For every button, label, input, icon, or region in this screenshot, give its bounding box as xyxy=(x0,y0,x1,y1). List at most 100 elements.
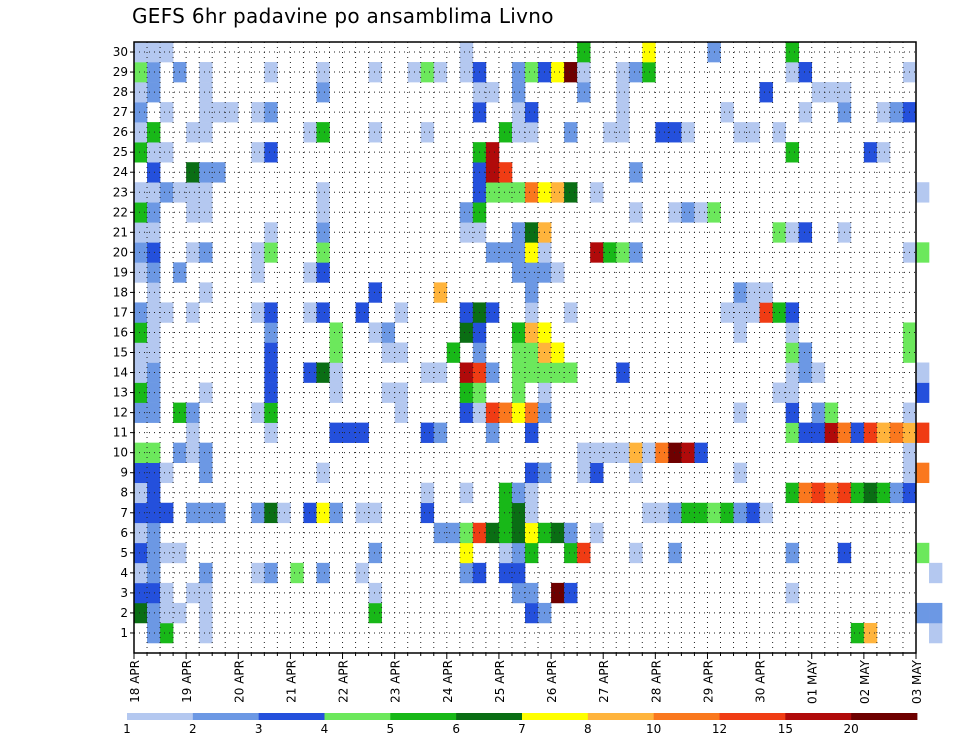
y-tick-label: 5 xyxy=(120,546,128,560)
heatmap-cell xyxy=(147,82,161,103)
heatmap-cell xyxy=(186,582,200,604)
heatmap-cell xyxy=(212,162,226,183)
heatmap-cell xyxy=(199,242,213,263)
heatmap-cell xyxy=(147,322,161,343)
heatmap-cell xyxy=(785,42,799,63)
legend-swatch xyxy=(851,713,918,720)
heatmap-cell xyxy=(459,62,474,83)
heatmap-cell xyxy=(785,322,799,343)
heatmap-cell xyxy=(590,462,604,484)
heatmap-cell xyxy=(186,182,200,203)
x-tick-label: 26 APR xyxy=(545,660,559,703)
heatmap-cell xyxy=(212,502,226,524)
heatmap-cell xyxy=(251,262,265,283)
heatmap-cell xyxy=(511,562,526,584)
heatmap-cell xyxy=(186,202,200,223)
heatmap-cell xyxy=(290,562,304,584)
heatmap-cell xyxy=(616,102,630,123)
heatmap-cell xyxy=(459,402,474,423)
x-tick-label: 22 APR xyxy=(337,660,351,703)
heatmap-cell xyxy=(889,422,904,443)
heatmap-cell xyxy=(525,242,539,263)
x-tick-label: 19 APR xyxy=(180,660,194,703)
y-tick-label: 4 xyxy=(120,566,128,580)
heatmap-cell xyxy=(525,582,539,604)
heatmap-cell xyxy=(824,482,839,504)
heatmap-cell xyxy=(394,382,408,403)
heatmap-cell xyxy=(916,462,930,484)
heatmap-cell xyxy=(511,82,526,103)
heatmap-cell xyxy=(160,102,174,123)
heatmap-cell xyxy=(368,542,382,564)
heatmap-cell xyxy=(824,402,839,423)
heatmap-cell xyxy=(525,462,539,484)
heatmap-cell xyxy=(525,102,539,123)
heatmap-cell xyxy=(433,422,448,443)
heatmap-cell xyxy=(446,342,461,363)
heatmap-cell xyxy=(511,322,526,343)
heatmap-cell xyxy=(525,302,539,323)
heatmap-cell xyxy=(564,62,578,83)
heatmap-cell xyxy=(616,62,630,83)
heatmap-cell xyxy=(147,442,161,463)
heatmap-cell xyxy=(785,62,799,83)
heatmap-cell xyxy=(564,122,578,143)
heatmap-cell xyxy=(134,482,148,504)
heatmap-cell xyxy=(733,282,747,303)
heatmap-cell xyxy=(525,182,539,203)
heatmap-cell xyxy=(551,362,565,383)
heatmap-cell xyxy=(459,542,474,564)
heatmap-cell xyxy=(160,602,174,624)
heatmap-cell xyxy=(733,502,747,524)
heatmap-cell xyxy=(616,362,630,383)
heatmap-cell xyxy=(564,302,578,323)
y-tick-label: 22 xyxy=(113,205,128,219)
heatmap-cell xyxy=(525,422,539,443)
heatmap-cell xyxy=(798,422,813,443)
heatmap-cell xyxy=(134,502,148,524)
heatmap-cell xyxy=(316,242,330,263)
heatmap-cell xyxy=(199,462,213,484)
heatmap-cell xyxy=(655,442,669,463)
heatmap-cell xyxy=(147,382,161,403)
heatmap-cell xyxy=(420,482,435,504)
heatmap-cell xyxy=(199,62,213,83)
heatmap-cell xyxy=(134,302,148,323)
x-tick-label: 28 APR xyxy=(649,660,663,703)
heatmap-cell xyxy=(134,382,148,403)
legend-swatch xyxy=(587,713,655,720)
heatmap-cell xyxy=(368,602,382,624)
heatmap-cell xyxy=(199,602,213,624)
heatmap-cell xyxy=(147,202,161,223)
heatmap-cell xyxy=(134,402,148,423)
heatmap-cell xyxy=(668,502,682,524)
heatmap-cell xyxy=(368,582,382,604)
heatmap-cell xyxy=(147,522,161,544)
heatmap-cell xyxy=(264,342,278,363)
y-tick-label: 18 xyxy=(113,285,128,299)
heatmap-cell xyxy=(876,482,891,504)
heatmap-cell xyxy=(511,542,526,564)
heatmap-cell xyxy=(199,182,213,203)
heatmap-cell xyxy=(746,302,760,323)
heatmap-cell xyxy=(863,622,878,644)
heatmap-cell xyxy=(316,122,330,143)
heatmap-cell xyxy=(759,502,773,524)
heatmap-cell xyxy=(134,362,148,383)
heatmap-cell xyxy=(251,102,265,123)
heatmap-cell xyxy=(551,522,565,544)
heatmap-cell xyxy=(551,342,565,363)
heatmap-cell xyxy=(525,522,539,544)
heatmap-cell xyxy=(316,502,330,524)
heatmap-cell xyxy=(929,602,943,624)
heatmap-cell xyxy=(147,302,161,323)
heatmap-cell xyxy=(147,462,161,484)
heatmap-cell xyxy=(525,542,539,564)
heatmap-cell xyxy=(264,402,278,423)
heatmap-cell xyxy=(251,402,265,423)
heatmap-cell xyxy=(863,422,878,443)
heatmap-cell xyxy=(381,342,395,363)
heatmap-cell xyxy=(525,602,539,624)
heatmap-cell xyxy=(551,182,565,203)
